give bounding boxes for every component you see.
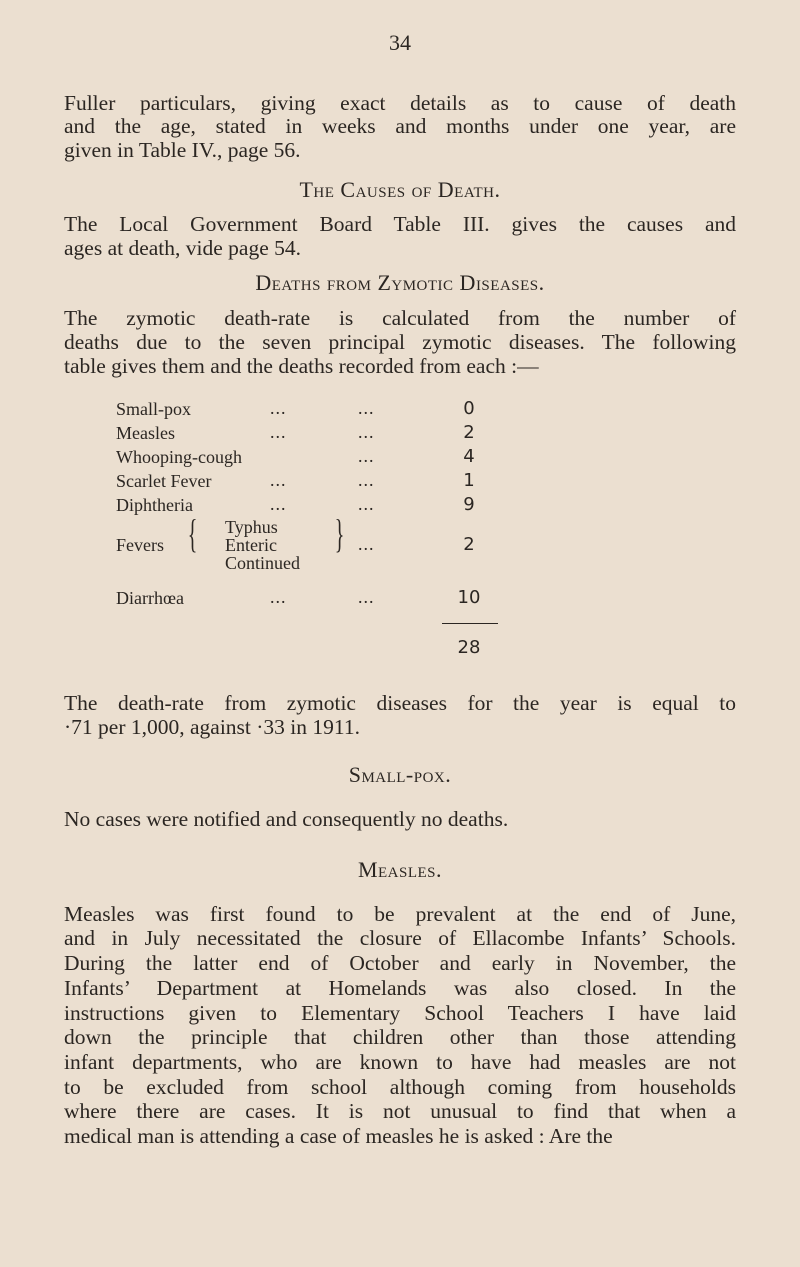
leader-dots: ... — [358, 422, 375, 442]
paragraph-causes-line: The Local Government Board Table III. gi… — [64, 212, 736, 236]
leader-dots: ... — [270, 422, 287, 442]
row-label: Small-pox — [116, 399, 191, 419]
heading-zymotic-diseases: Deaths from Zymotic Diseases. — [255, 270, 545, 295]
paragraph-intro-line: given in Table IV., page 56. — [64, 138, 301, 162]
leader-dots: ... — [270, 470, 287, 490]
leader-dots: ... — [270, 398, 287, 418]
leader-dots: ... — [358, 494, 375, 514]
row-label: Fevers — [116, 535, 164, 555]
paragraph-measles-line: down the principle that children other t… — [64, 1025, 736, 1049]
total-rule — [442, 623, 498, 624]
paragraph-measles-line: Measles was first found to be prevalent … — [64, 902, 736, 926]
paragraph-zymotic-line: deaths due to the seven principal zymoti… — [64, 330, 736, 354]
paragraph-zymotic-line: table gives them and the deaths recorded… — [64, 354, 539, 378]
leader-dots: ... — [358, 398, 375, 418]
paragraph-measles-line: Infants’ Department at Homelands was als… — [64, 976, 736, 1000]
paragraph-measles-line: infant departments, who are known to hav… — [64, 1050, 736, 1074]
left-brace: { — [187, 511, 198, 556]
heading-causes-of-death: The Causes of Death. — [299, 177, 501, 202]
leader-dots: ... — [358, 587, 375, 607]
row-label: Measles — [116, 423, 175, 443]
row-label: Scarlet Fever — [116, 471, 212, 491]
paragraph-death-rate-line: The death-rate from zymotic diseases for… — [64, 691, 736, 715]
right-brace: } — [334, 511, 345, 556]
paragraph-measles-line: During the latter end of October and ear… — [64, 951, 736, 975]
row-label: Whooping-cough — [116, 447, 242, 467]
row-label: Diarrhœa — [116, 588, 184, 608]
fever-subtype: Enteric — [225, 535, 277, 555]
leader-dots: ... — [358, 446, 375, 466]
row-value: 0 — [463, 398, 475, 419]
leader-dots: ... — [270, 494, 287, 514]
paragraph-causes-line: ages at death, vide page 54. — [64, 236, 302, 260]
paragraph-intro-line: Fuller particulars, giving exact details… — [64, 91, 736, 115]
fever-subtype: Typhus — [225, 517, 278, 537]
heading-small-pox: Small-pox. — [348, 762, 452, 787]
row-value: 2 — [463, 422, 475, 443]
row-value: 4 — [463, 446, 475, 467]
page-number: 34 — [389, 30, 411, 55]
fever-subtype: Continued — [225, 553, 300, 573]
paragraph-measles-line: and in July necessitated the closure of … — [64, 926, 736, 950]
paragraph-measles-line: where there are cases. It is not unusual… — [64, 1099, 736, 1123]
heading-measles: Measles. — [357, 857, 443, 882]
row-value: 2 — [463, 534, 475, 555]
leader-dots: ... — [358, 470, 375, 490]
row-value: 9 — [463, 494, 475, 515]
row-value: 1 — [463, 470, 475, 491]
paragraph-death-rate-line: ·71 per 1,000, against ·33 in 1911. — [64, 715, 360, 739]
paragraph-zymotic-line: The zymotic death-rate is calculated fro… — [64, 306, 736, 330]
paragraph-measles-line: instructions given to Elementary School … — [64, 1001, 736, 1025]
leader-dots: ... — [358, 534, 375, 554]
paragraph-measles-line: medical man is attending a case of measl… — [64, 1124, 613, 1148]
leader-dots: ... — [270, 587, 287, 607]
paragraph-intro-line: and the age, stated in weeks and months … — [64, 114, 736, 138]
paragraph-measles-line: to be excluded from school although comi… — [64, 1075, 736, 1099]
paragraph-small-pox-line: No cases were notified and consequently … — [64, 807, 509, 831]
total-value: 28 — [457, 637, 481, 658]
row-label: Diphtheria — [116, 495, 193, 515]
row-value: 10 — [457, 587, 481, 608]
